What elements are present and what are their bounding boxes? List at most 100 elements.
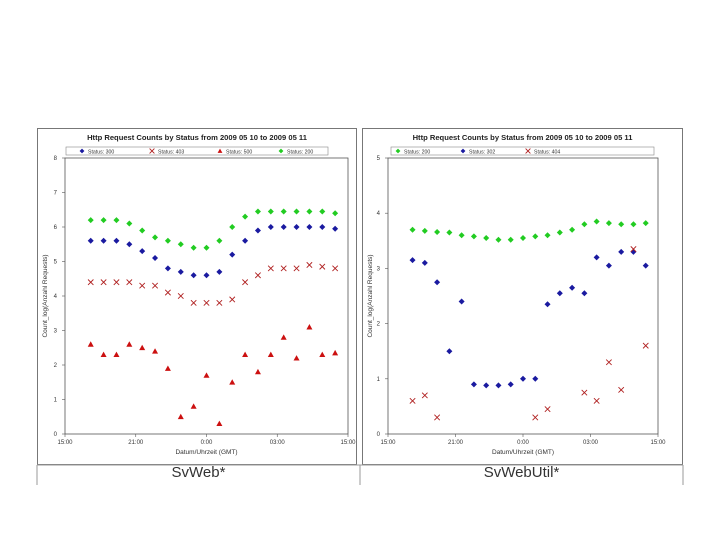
- data-point: [332, 225, 339, 232]
- data-point: [306, 324, 313, 330]
- data-point: [267, 224, 274, 230]
- data-point: [139, 248, 146, 255]
- data-point: [605, 220, 612, 227]
- data-point: [495, 382, 502, 389]
- data-point: [630, 221, 637, 228]
- chart-1: Http Request Counts by Status from 2009 …: [362, 128, 683, 465]
- data-point: [458, 298, 465, 305]
- data-point: [177, 413, 184, 420]
- legend-marker: [149, 148, 155, 154]
- data-point: [421, 227, 428, 234]
- left-chart-pane: Http Request Counts by Status from 2009 …: [37, 128, 357, 465]
- legend-label: Status: 404: [534, 150, 560, 156]
- data-point: [280, 208, 287, 215]
- y-tick-label: 3: [54, 329, 58, 335]
- y-tick-label: 8: [54, 156, 58, 162]
- data-point: [280, 334, 287, 340]
- data-point: [593, 218, 600, 225]
- data-point: [203, 272, 210, 279]
- data-point: [254, 272, 261, 279]
- data-point: [100, 237, 107, 244]
- y-tick-label: 0: [54, 432, 58, 438]
- y-tick-label: 4: [54, 294, 58, 300]
- data-point: [126, 279, 133, 286]
- data-point: [332, 265, 339, 272]
- data-point: [216, 237, 223, 244]
- data-point: [605, 359, 612, 366]
- data-point: [126, 241, 133, 248]
- y-tick-label: 0: [377, 432, 381, 438]
- legend-label: Status: 200: [404, 150, 430, 156]
- data-point: [229, 379, 236, 385]
- data-point: [139, 344, 146, 351]
- data-point: [242, 351, 249, 358]
- data-point: [306, 224, 313, 230]
- x-tick-label: 15:00: [650, 440, 666, 446]
- data-point: [293, 355, 300, 361]
- data-point: [434, 414, 441, 421]
- data-point: [216, 268, 223, 275]
- data-point: [87, 237, 94, 244]
- data-point: [446, 348, 453, 355]
- data-point: [642, 220, 649, 227]
- data-point: [126, 220, 133, 227]
- data-point: [544, 232, 551, 239]
- data-point: [306, 261, 313, 268]
- x-tick-label: 15:00: [380, 440, 396, 446]
- data-point: [470, 233, 477, 240]
- y-tick-label: 5: [377, 156, 381, 162]
- data-point: [152, 234, 159, 241]
- data-point: [483, 235, 490, 242]
- y-axis-label: Count_log(Anzahl Requests): [367, 254, 374, 337]
- data-point: [293, 265, 300, 272]
- data-point: [177, 292, 184, 300]
- x-tick-label: 03:00: [270, 440, 286, 446]
- data-point: [242, 213, 249, 220]
- data-point: [618, 386, 625, 393]
- data-point: [630, 246, 637, 253]
- y-tick-label: 2: [377, 322, 381, 328]
- legend-box: [65, 146, 329, 156]
- y-tick-label: 2: [54, 363, 58, 369]
- data-point: [319, 208, 326, 215]
- data-point: [319, 224, 326, 230]
- data-point: [203, 299, 210, 306]
- data-point: [229, 296, 236, 303]
- x-tick-label: 0:00: [201, 440, 213, 446]
- data-point: [113, 217, 120, 224]
- data-point: [152, 348, 159, 354]
- data-point: [113, 351, 120, 358]
- data-point: [532, 375, 539, 382]
- y-tick-label: 1: [377, 377, 381, 383]
- data-point: [152, 282, 159, 289]
- legend-label: Status: 403: [158, 150, 184, 156]
- data-point: [520, 235, 526, 242]
- data-point: [267, 351, 274, 358]
- legend-label: Status: 302: [469, 150, 495, 156]
- data-point: [581, 290, 588, 297]
- data-point: [164, 265, 171, 272]
- x-axis-label: Datum/Uhrzeit (GMT): [175, 449, 237, 456]
- x-tick-label: 15:00: [340, 440, 356, 446]
- legend-marker: [217, 148, 223, 153]
- data-point: [593, 397, 600, 404]
- data-point: [177, 268, 184, 275]
- data-point: [229, 251, 236, 258]
- data-point: [164, 365, 171, 371]
- y-tick-label: 6: [54, 225, 58, 231]
- data-point: [267, 208, 274, 215]
- data-point: [544, 406, 551, 413]
- data-point: [280, 224, 287, 230]
- data-point: [113, 279, 120, 286]
- data-point: [446, 229, 453, 236]
- y-tick-label: 4: [377, 211, 381, 217]
- data-point: [100, 279, 107, 286]
- x-tick-label: 15:00: [57, 440, 73, 446]
- data-point: [293, 208, 300, 215]
- y-axis-label: Count_log(Anzahl Requests): [42, 254, 49, 337]
- legend-label: Status: 300: [88, 150, 114, 156]
- data-point: [409, 397, 416, 404]
- data-point: [569, 284, 576, 291]
